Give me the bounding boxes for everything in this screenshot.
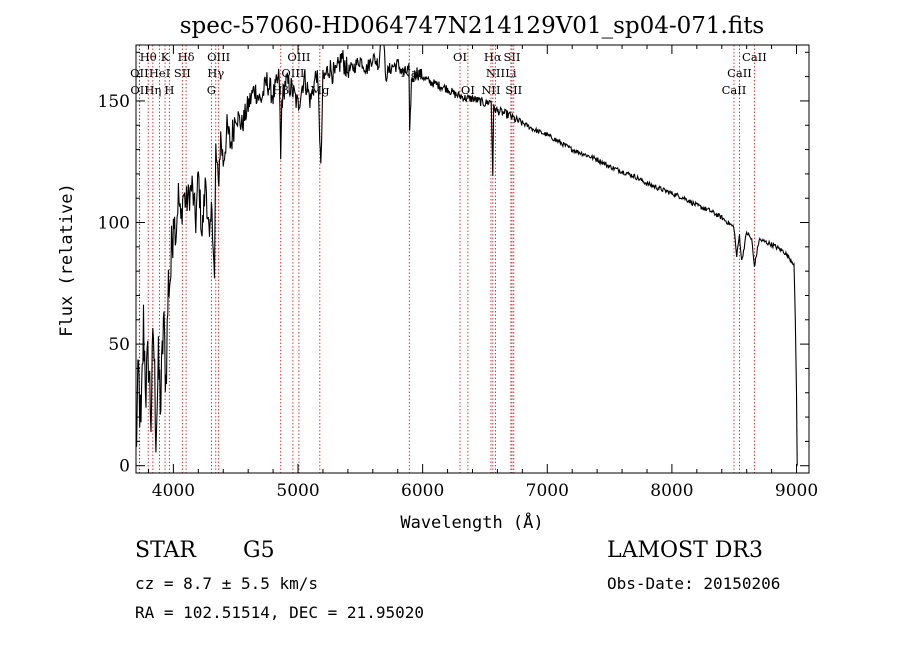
spectrum-series-line: [135, 44, 798, 466]
spectral-line-label-21: G: [207, 83, 216, 97]
spectral-line-label-25: NII: [481, 83, 500, 97]
spectral-line-label-0: Hθ: [140, 50, 157, 64]
spectral-line-label-11: SII: [174, 66, 191, 80]
ra-dec-coordinates: RA = 102.51514, DEC = 21.95020: [135, 603, 424, 622]
spectral-line-label-20: H: [164, 83, 174, 97]
y-axis-label: Flux (relative): [57, 183, 77, 337]
object-class: STAR: [135, 538, 196, 563]
spectral-line-label-5: OI: [453, 50, 467, 64]
spectral-line-label-16: Li: [505, 66, 517, 80]
x-tick-label-5: 9000: [775, 481, 818, 501]
spectral-line-label-3: OIII: [207, 50, 230, 64]
spectral-line-label-7: SII: [504, 50, 521, 64]
x-tick-label-1: 5000: [276, 481, 319, 501]
spectral-line-label-8: CaII: [742, 50, 767, 64]
x-tick-label-4: 8000: [650, 481, 693, 501]
spectral-line-label-10: HeI: [149, 66, 170, 80]
spectral-line-label-26: SII: [505, 83, 522, 97]
object-subclass: G5: [243, 538, 275, 563]
observation-date: Obs-Date: 20150206: [607, 574, 781, 593]
x-tick-label-0: 4000: [152, 481, 195, 501]
x-tick-label-2: 6000: [401, 481, 444, 501]
y-tick-label-1: 50: [108, 335, 130, 355]
survey-name: LAMOST DR3: [607, 538, 763, 563]
spectral-line-label-13: OIII: [281, 66, 304, 80]
y-tick-label-3: 150: [98, 92, 130, 112]
chart-title: spec-57060-HD064747N214129V01_sp04-071.f…: [180, 13, 765, 39]
spectral-line-label-1: K: [161, 50, 170, 64]
x-axis-label: Wavelength (Å): [400, 511, 543, 533]
spectral-line-label-27: CaII: [722, 83, 747, 97]
spectral-line-label-12: Hγ: [207, 66, 224, 80]
spectral-line-label-18: OII: [130, 83, 149, 97]
spectral-line-label-6: Hα: [484, 50, 502, 64]
spectral-line-label-2: Hδ: [178, 50, 195, 64]
axis-ticks: 4000 5000 6000 7000 8000 9000 0 50 100 150: [98, 45, 818, 501]
spectral-line-label-23: Mg: [310, 83, 330, 97]
spectral-line-label-15: NII: [486, 66, 505, 80]
spectral-line-label-19: Hη: [144, 83, 161, 97]
plot-frame: [135, 44, 810, 474]
spectral-line-label-17: CaII: [727, 66, 752, 80]
spectral-line-label-4: OIII: [287, 50, 310, 64]
y-tick-label-0: 0: [119, 457, 130, 477]
redshift-cz: cz = 8.7 ± 5.5 km/s: [135, 574, 319, 593]
y-tick-label-2: 100: [98, 214, 130, 234]
x-tick-label-3: 7000: [526, 481, 569, 501]
spectral-line-label-24: OI: [461, 83, 475, 97]
